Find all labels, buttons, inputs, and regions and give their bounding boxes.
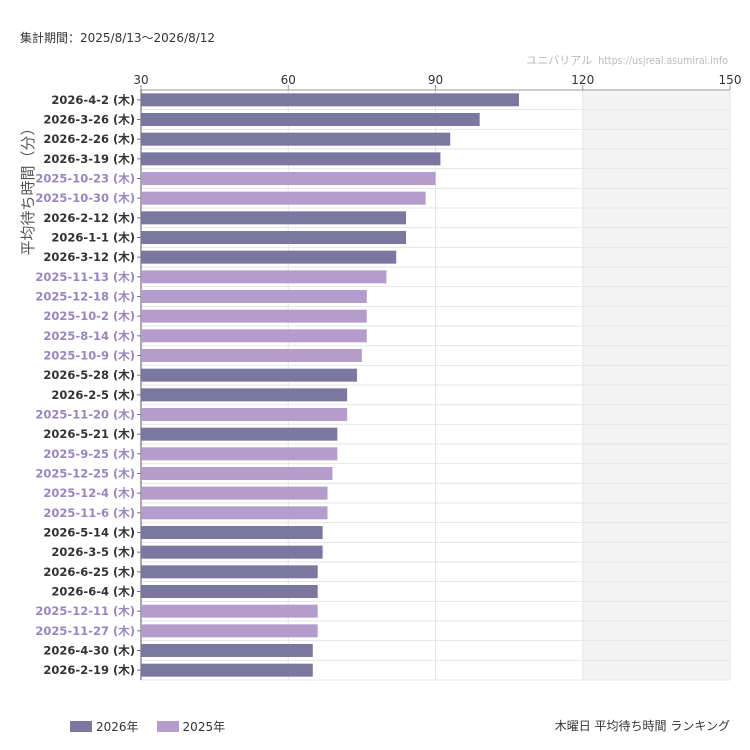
legend-item-2025: 2025年 bbox=[156, 718, 226, 735]
category-label: 2026-5-14 (木) bbox=[43, 526, 135, 540]
category-label: 2025-11-27 (木) bbox=[35, 624, 135, 638]
legend-swatch-2026 bbox=[70, 721, 92, 732]
bar bbox=[141, 585, 318, 598]
category-label: 2026-3-26 (木) bbox=[43, 113, 135, 127]
bar bbox=[141, 486, 328, 500]
bar bbox=[141, 408, 348, 421]
category-label: 2026-2-26 (木) bbox=[43, 132, 135, 146]
category-label: 2026-1-1 (木) bbox=[51, 231, 135, 245]
category-label: 2025-12-25 (木) bbox=[35, 467, 135, 481]
category-label: 2025-10-9 (木) bbox=[43, 349, 135, 363]
bar bbox=[141, 663, 313, 677]
category-label: 2025-12-18 (木) bbox=[35, 290, 135, 304]
bar bbox=[141, 349, 362, 362]
category-label: 2026-3-12 (木) bbox=[43, 250, 135, 264]
x-tick-label: 30 bbox=[133, 73, 148, 87]
category-label: 2026-5-28 (木) bbox=[43, 368, 135, 382]
category-label: 2025-12-4 (木) bbox=[43, 486, 135, 500]
bar bbox=[141, 467, 333, 480]
bar bbox=[141, 191, 426, 205]
bar bbox=[141, 329, 367, 343]
site-url: https://usjreal.asumirai.info bbox=[598, 55, 728, 67]
bars bbox=[141, 93, 519, 677]
bar bbox=[141, 447, 338, 461]
category-label: 2025-10-30 (木) bbox=[35, 191, 135, 205]
bar bbox=[141, 172, 436, 185]
bar bbox=[141, 93, 519, 107]
category-label: 2026-6-25 (木) bbox=[43, 565, 135, 579]
bar bbox=[141, 132, 451, 146]
aggregation-period: 集計期間：2025/8/13〜2026/8/12 bbox=[20, 31, 216, 45]
bar bbox=[141, 604, 318, 618]
category-label: 2026-2-12 (木) bbox=[43, 211, 135, 225]
category-label: 2025-10-2 (木) bbox=[43, 309, 135, 323]
bar bbox=[141, 624, 318, 638]
bar bbox=[141, 368, 357, 382]
bar bbox=[141, 545, 323, 559]
x-tick-label: 60 bbox=[281, 73, 296, 87]
bar bbox=[141, 211, 407, 225]
site-credit: ユニバリアル https://usjreal.asumirai.info bbox=[526, 52, 728, 68]
bar bbox=[141, 388, 348, 402]
category-label: 2026-3-19 (木) bbox=[43, 152, 135, 166]
category-label: 2026-3-5 (木) bbox=[51, 545, 135, 559]
category-label: 2025-12-11 (木) bbox=[35, 604, 135, 618]
legend: 2026年 2025年 bbox=[70, 718, 243, 735]
legend-item-2026: 2026年 bbox=[70, 718, 139, 735]
category-label: 2026-6-4 (木) bbox=[51, 585, 135, 599]
x-tick-label: 150 bbox=[719, 73, 742, 87]
x-tick-label: 120 bbox=[571, 73, 594, 87]
category-labels: 2026-4-2 (木) 2026-3-26 (木) 2026-2-26 (木) 20… bbox=[35, 93, 141, 677]
legend-label-2026: 2026年 bbox=[96, 720, 139, 734]
category-label: 2026-2-19 (木) bbox=[43, 663, 135, 677]
grid-lines bbox=[141, 89, 731, 681]
chart-caption: 木曜日 平均待ち時間 ランキング bbox=[554, 719, 730, 733]
x-tick-label: 90 bbox=[428, 73, 443, 87]
x-axis: 30 60 90 120 150 bbox=[133, 73, 741, 680]
legend-swatch-2025 bbox=[156, 721, 179, 732]
category-label: 2026-4-30 (木) bbox=[43, 644, 135, 658]
category-label: 2026-2-5 (木) bbox=[51, 388, 135, 402]
bar bbox=[141, 506, 328, 520]
bar bbox=[141, 152, 441, 166]
legend-label-2025: 2025年 bbox=[182, 720, 226, 734]
bar bbox=[141, 231, 407, 244]
category-label: 2026-4-2 (木) bbox=[51, 93, 135, 107]
bar bbox=[141, 565, 318, 579]
category-label: 2025-11-20 (木) bbox=[35, 408, 135, 422]
bar bbox=[141, 113, 480, 126]
category-label: 2025-9-25 (木) bbox=[43, 447, 135, 461]
category-label: 2025-10-23 (木) bbox=[35, 172, 135, 186]
category-label: 2025-11-13 (木) bbox=[35, 270, 135, 284]
bar bbox=[141, 309, 367, 323]
bar bbox=[141, 290, 367, 303]
category-label: 2025-11-6 (木) bbox=[43, 506, 135, 520]
bar bbox=[141, 644, 313, 657]
bar bbox=[141, 270, 387, 284]
category-label: 2025-8-14 (木) bbox=[43, 329, 135, 343]
bar bbox=[141, 526, 323, 539]
bar bbox=[141, 250, 397, 264]
bar bbox=[141, 427, 338, 441]
category-label: 2026-5-21 (木) bbox=[43, 427, 135, 441]
y-axis-title: 平均待ち時間（分） bbox=[19, 120, 37, 255]
site-name: ユニバリアル bbox=[526, 54, 593, 67]
